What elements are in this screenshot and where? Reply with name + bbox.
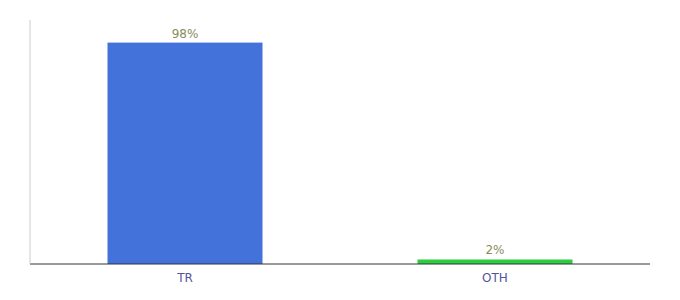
x-tick-label: TR (176, 271, 193, 285)
bars (108, 43, 573, 264)
x-tick-label: OTH (482, 271, 508, 285)
bar (108, 43, 263, 264)
x-axis-line (30, 264, 650, 265)
y-axis-line (30, 20, 31, 264)
chart-container: TR OTH 98% 2% (0, 0, 680, 300)
data-label: 2% (485, 243, 504, 257)
data-label: 98% (172, 27, 199, 41)
chart-svg: TR OTH 98% 2% (0, 0, 680, 300)
bar (418, 259, 573, 264)
